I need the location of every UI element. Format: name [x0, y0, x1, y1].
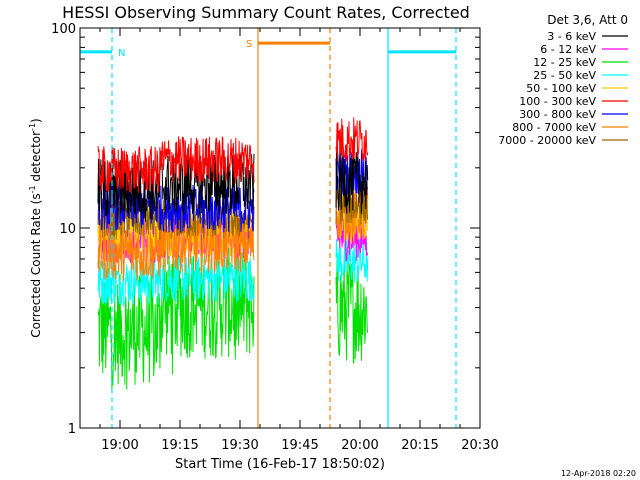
y-axis: 1 10 100: [51, 22, 480, 437]
plot-area: NS: [80, 28, 457, 428]
annotation-label-saa: S: [246, 39, 252, 50]
series-line-0-1: [335, 149, 369, 214]
x-tick-label-1900: 19:00: [101, 438, 138, 453]
y-axis-label-main: Corrected Count Rate (s: [29, 193, 43, 337]
x-tick-label-2000: 20:00: [341, 438, 378, 453]
legend-label-8: 7000 - 20000 keV: [498, 134, 596, 147]
y-tick-label-1: 1: [68, 422, 76, 437]
series-line-7-0: [97, 217, 255, 281]
y-axis-label-end: ): [29, 118, 43, 123]
x-tick-label-1945: 19:45: [281, 438, 318, 453]
y-axis-label-sup1: -1: [28, 185, 37, 193]
chart-title: HESSI Observing Summary Count Rates, Cor…: [62, 3, 470, 22]
x-axis: 19:00 19:15 19:30 19:45 20:00 20:15 20:30: [79, 28, 499, 453]
legend-label-0: 3 - 6 keV: [547, 30, 596, 43]
legend-label-5: 100 - 300 keV: [519, 95, 596, 108]
legend-label-6: 300 - 800 keV: [519, 108, 596, 121]
plot-inner: [80, 28, 457, 428]
series-line-5-1: [335, 117, 369, 162]
y-axis-label-sup2: -1: [28, 123, 37, 131]
x-tick-label-2015: 20:15: [401, 438, 438, 453]
footer-timestamp: 12-Apr-2018 02:20: [561, 469, 636, 478]
series-line-3-1: [335, 238, 369, 284]
x-axis-label: Start Time (16-Feb-17 18:50:02): [175, 457, 385, 472]
y-tick-label-100: 100: [51, 22, 76, 37]
x-tick-label-2030: 20:30: [461, 438, 498, 453]
legend-label-1: 6 - 12 keV: [540, 43, 596, 56]
x-tick-label-1915: 19:15: [161, 438, 198, 453]
series-line-3-0: [97, 254, 255, 307]
annotation-label-night: N: [118, 48, 125, 59]
y-tick-label-10: 10: [59, 222, 76, 237]
legend-title: Det 3,6, Att 0: [547, 13, 628, 27]
x-tick-label-1930: 19:30: [221, 438, 258, 453]
legend-label-7: 800 - 7000 keV: [512, 121, 596, 134]
series-25-50keV: [97, 238, 369, 307]
series-line-2-1: [335, 254, 369, 364]
legend-label-4: 50 - 100 keV: [526, 82, 596, 95]
y-axis-label-mid: detector: [29, 131, 43, 186]
series-line-6-0: [97, 182, 255, 233]
y-axis-label: Corrected Count Rate (s-1 detector-1): [28, 118, 43, 337]
legend-label-2: 12 - 25 keV: [533, 56, 596, 69]
series-100-300keV: [97, 117, 369, 194]
series-line-5-0: [97, 136, 255, 194]
legend-label-3: 25 - 50 keV: [533, 69, 596, 82]
